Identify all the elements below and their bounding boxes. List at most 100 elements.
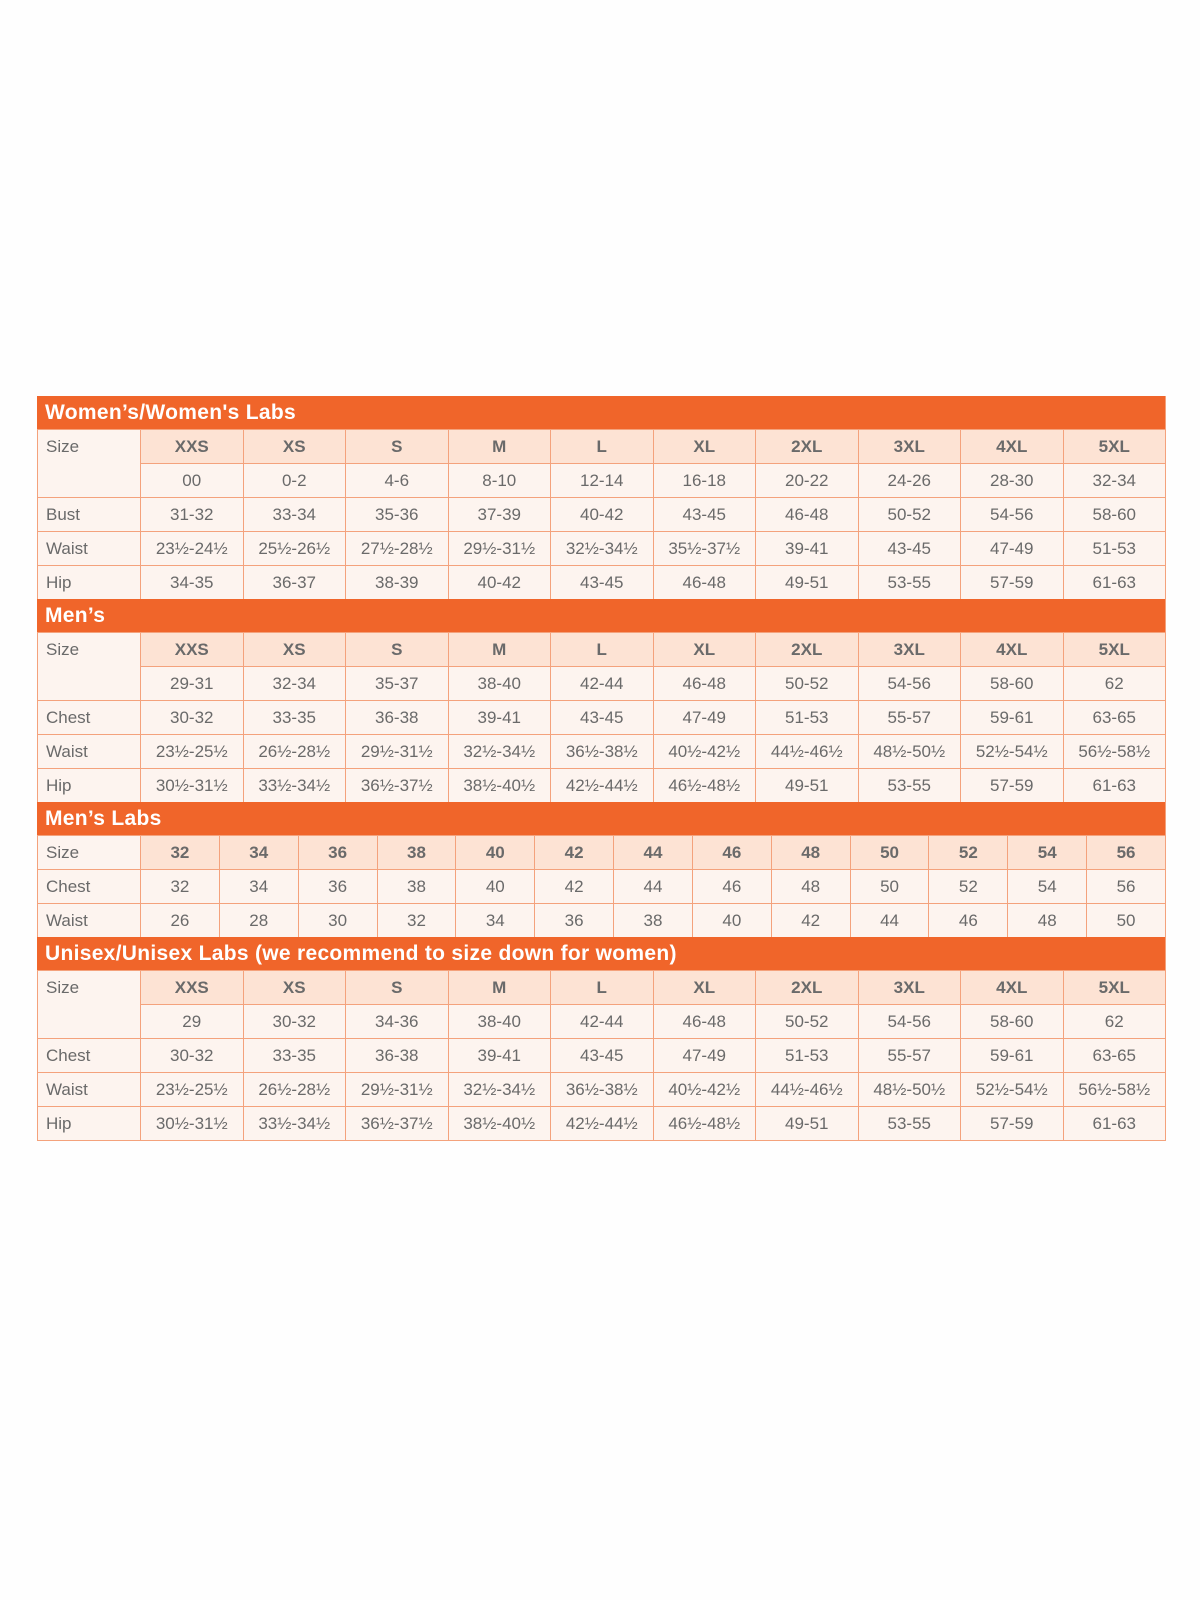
measurement-cell: 23½-25½ — [140, 734, 243, 768]
size-header-cell: 54 — [1007, 835, 1087, 869]
size-table: Size XXS XS S M L XL 2XL 3XL 4XL 5XL 29 30-32 34-36 38… — [37, 970, 1165, 1140]
measurement-cell: 49-51 — [755, 768, 858, 802]
measurement-cell: 56½-58½ — [1062, 1072, 1165, 1106]
size-header-cell: L — [550, 632, 653, 666]
size-chart: Women’s/Women's Labs Size XXS XS S M L XL 2XL 3XL… — [37, 396, 1166, 1141]
alt-size-cell: 29 — [140, 1004, 243, 1038]
alt-size-cell: 50-52 — [755, 666, 858, 700]
alt-size-cell: 46-48 — [652, 1004, 755, 1038]
size-header-cell: 2XL — [755, 429, 858, 463]
size-header-cell: M — [447, 429, 550, 463]
size-section: Women’s/Women's Labs Size XXS XS S M L XL 2XL 3XL… — [37, 396, 1165, 599]
measurement-cell: 53-55 — [857, 768, 960, 802]
size-header-cell: XXS — [140, 970, 243, 1004]
alt-size-cell: 38-40 — [447, 1004, 550, 1038]
size-header-cell: 3XL — [857, 970, 960, 1004]
measurement-cell: 32 — [376, 903, 456, 937]
measurement-cell: 52½-54½ — [960, 734, 1063, 768]
size-header-cell: 52 — [928, 835, 1008, 869]
measurement-cell: 40 — [455, 869, 535, 903]
size-header-cell: 56 — [1086, 835, 1165, 869]
measurement-cell: 46-48 — [755, 497, 858, 531]
row-label: Bust — [37, 497, 140, 531]
measurement-cell: 43-45 — [652, 497, 755, 531]
size-header-cell: 34 — [218, 835, 298, 869]
section-title: Women’s/Women's Labs — [37, 396, 1165, 429]
measurement-cell: 44½-46½ — [755, 1072, 858, 1106]
size-header-cell: 5XL — [1062, 970, 1165, 1004]
measurement-cell: 47-49 — [960, 531, 1063, 565]
measurement-cell: 48½-50½ — [857, 1072, 960, 1106]
alt-size-cell: 4-6 — [345, 463, 448, 497]
size-header-cell: 42 — [534, 835, 614, 869]
measurement-cell: 57-59 — [960, 768, 1063, 802]
measurement-cell: 63-65 — [1062, 1038, 1165, 1072]
alt-size-cell: 42-44 — [550, 1004, 653, 1038]
measurement-cell: 43-45 — [857, 531, 960, 565]
alt-size-cell: 28-30 — [960, 463, 1063, 497]
measurement-cell: 48 — [1007, 903, 1087, 937]
measurement-cell: 23½-24½ — [140, 531, 243, 565]
size-header-cell: M — [447, 970, 550, 1004]
alt-size-cell: 38-40 — [447, 666, 550, 700]
row-label-size: Size — [37, 429, 140, 497]
alt-size-cell: 16-18 — [652, 463, 755, 497]
measurement-cell: 35-36 — [345, 497, 448, 531]
measurement-cell: 50-52 — [857, 497, 960, 531]
measurement-cell: 29½-31½ — [447, 531, 550, 565]
size-header-cell: 40 — [455, 835, 535, 869]
size-section: Men’s Size XXS XS S M L XL 2XL 3XL 4XL 5XL 29-31 32-3… — [37, 599, 1165, 802]
measurement-cell: 26½-28½ — [242, 734, 345, 768]
measurement-cell: 48 — [770, 869, 850, 903]
measurement-cell: 38-39 — [345, 565, 448, 599]
row-label-size: Size — [37, 970, 140, 1038]
measurement-cell: 42½-44½ — [550, 1106, 653, 1140]
alt-size-cell: 8-10 — [447, 463, 550, 497]
size-table: Size XXS XS S M L XL 2XL 3XL 4XL 5XL 29-31 32-34 35-3… — [37, 632, 1165, 802]
measurement-cell: 44 — [849, 903, 929, 937]
size-table: Size XXS XS S M L XL 2XL 3XL 4XL 5XL 00 0-2 4-6 8-10 12… — [37, 429, 1165, 599]
measurement-cell: 61-63 — [1062, 768, 1165, 802]
measurement-cell: 34-35 — [140, 565, 243, 599]
measurement-cell: 40-42 — [550, 497, 653, 531]
measurement-cell: 32½-34½ — [447, 1072, 550, 1106]
measurement-cell: 43-45 — [550, 1038, 653, 1072]
size-header-cell: 4XL — [960, 632, 1063, 666]
measurement-cell: 48½-50½ — [857, 734, 960, 768]
measurement-cell: 44½-46½ — [755, 734, 858, 768]
measurement-cell: 40½-42½ — [652, 1072, 755, 1106]
row-label: Waist — [37, 531, 140, 565]
size-header-cell: M — [447, 632, 550, 666]
measurement-cell: 28 — [218, 903, 298, 937]
measurement-cell: 58-60 — [1062, 497, 1165, 531]
measurement-cell: 36-37 — [242, 565, 345, 599]
size-header-cell: 32 — [140, 835, 219, 869]
row-label: Hip — [37, 768, 140, 802]
size-section: Unisex/Unisex Labs (we recommend to size… — [37, 937, 1165, 1140]
alt-size-cell: 46-48 — [652, 666, 755, 700]
measurement-cell: 38½-40½ — [447, 1106, 550, 1140]
size-header-cell: XXS — [140, 429, 243, 463]
measurement-cell: 30-32 — [140, 1038, 243, 1072]
measurement-cell: 31-32 — [140, 497, 243, 531]
measurement-cell: 27½-28½ — [345, 531, 448, 565]
measurement-cell: 46½-48½ — [652, 768, 755, 802]
measurement-cell: 59-61 — [960, 700, 1063, 734]
size-header-cell: XS — [242, 632, 345, 666]
alt-size-cell: 35-37 — [345, 666, 448, 700]
measurement-cell: 51-53 — [755, 700, 858, 734]
measurement-cell: 57-59 — [960, 565, 1063, 599]
measurement-cell: 36 — [297, 869, 377, 903]
size-header-cell: S — [345, 970, 448, 1004]
size-header-cell: XL — [652, 970, 755, 1004]
measurement-cell: 32½-34½ — [550, 531, 653, 565]
measurement-cell: 36 — [534, 903, 614, 937]
row-label: Chest — [37, 869, 140, 903]
alt-size-cell: 12-14 — [550, 463, 653, 497]
measurement-cell: 42 — [534, 869, 614, 903]
size-header-cell: XS — [242, 429, 345, 463]
measurement-cell: 43-45 — [550, 565, 653, 599]
alt-size-cell: 42-44 — [550, 666, 653, 700]
alt-size-cell: 30-32 — [242, 1004, 345, 1038]
measurement-cell: 61-63 — [1062, 1106, 1165, 1140]
